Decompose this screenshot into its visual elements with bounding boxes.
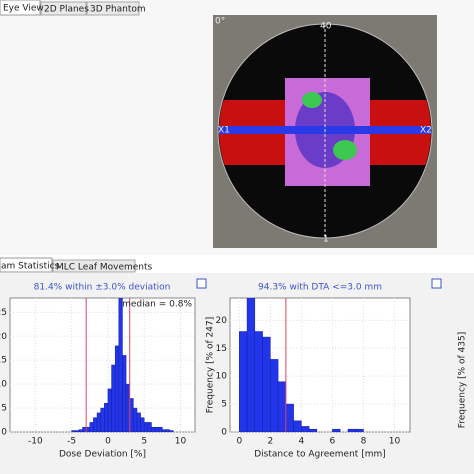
tab-label: MLC Leaf Movements (56, 263, 153, 273)
tab-label: 3D Phantom (90, 5, 146, 15)
bar (347, 428, 356, 432)
y-tick-label: 10 (0, 380, 7, 390)
y-tick-label: 15 (0, 356, 7, 366)
x-tick-label: 2 (267, 437, 273, 447)
bar (285, 403, 294, 432)
bar (293, 420, 302, 432)
bar (308, 428, 318, 432)
tab-label: 2D Planes (44, 5, 89, 15)
y-tick-label: 5 (221, 400, 227, 410)
bar (107, 388, 112, 432)
view-label: 1 (323, 235, 329, 245)
view-label: X1 (218, 126, 230, 136)
bar (165, 429, 170, 432)
bar (133, 407, 138, 432)
x-tick-label: 5 (141, 437, 147, 447)
y-tick-label: 20 (0, 332, 7, 342)
bar (78, 429, 83, 432)
bar (162, 429, 167, 432)
dose-region (333, 140, 357, 160)
bar (270, 359, 279, 432)
x-tick-label: -5 (67, 437, 76, 447)
tab-label: Eye View (3, 4, 44, 14)
bar (140, 417, 145, 432)
x-tick-label: 10 (389, 437, 401, 447)
expand-icon[interactable] (196, 278, 207, 289)
y-tick-label: 25 (0, 308, 7, 318)
bar (277, 381, 287, 432)
beam-eye-view: 0° 40 X1 X2 1 (213, 15, 437, 248)
tab-label: am Statistics (1, 262, 60, 272)
bar (154, 426, 159, 432)
chart-title: 81.4% within ±3.0% deviation (34, 283, 171, 293)
view-label: 0° (215, 17, 225, 27)
bar (75, 430, 80, 432)
bar (100, 407, 105, 432)
x-tick-label: 8 (361, 437, 367, 447)
tab[interactable] (86, 1, 140, 16)
y-tick-label: 20 (216, 316, 228, 326)
expand-icon[interactable] (431, 278, 442, 289)
view-label: X2 (420, 126, 432, 136)
x-tick-label: 10 (175, 437, 187, 447)
x-axis-label: Distance to Agreement [mm] (254, 450, 386, 460)
bar (239, 331, 248, 432)
bar (158, 426, 163, 432)
bar (254, 331, 263, 432)
bar (169, 430, 174, 432)
bar (143, 422, 149, 432)
view-label: 40 (320, 22, 332, 32)
y-tick-label: 10 (216, 372, 228, 382)
bar (85, 426, 91, 432)
x-tick-label: 0 (236, 437, 242, 447)
y-tick-label: 0 (221, 428, 227, 438)
bar (104, 403, 109, 432)
y-tick-label: 15 (216, 344, 227, 354)
bar (93, 417, 98, 432)
y-axis-label: Frequency [% of 435] (458, 332, 468, 429)
x-tick-label: -10 (28, 437, 43, 447)
lower-tab-bar: am Statistics MLC Leaf Movements (0, 257, 153, 273)
bar (89, 422, 94, 432)
bar (301, 426, 310, 432)
x-tick-label: 0 (105, 437, 111, 447)
bar (118, 298, 123, 432)
tab[interactable] (0, 257, 53, 273)
bar (355, 428, 364, 432)
tab[interactable] (40, 1, 87, 16)
x-tick-label: 6 (330, 437, 336, 447)
dose-region (302, 92, 322, 108)
x-axis-label: Dose Deviation [%] (59, 450, 146, 460)
tab[interactable] (0, 0, 41, 16)
x-tick-label: 4 (299, 437, 305, 447)
chart-title: 94.3% with DTA <=3.0 mm (258, 283, 382, 293)
bar (82, 426, 87, 432)
tab[interactable] (52, 259, 136, 273)
bar (246, 298, 256, 432)
y-axis-label: Frequency [% of 247] (206, 317, 216, 414)
bar (262, 336, 271, 432)
bar (129, 398, 134, 432)
bar (147, 422, 152, 432)
tab-bar: Eye View 2D Planes 3D Phantom (0, 0, 146, 16)
bar (114, 345, 120, 432)
y-tick-label: 0 (1, 428, 7, 438)
bar (96, 412, 101, 432)
bar (111, 364, 116, 432)
bar (125, 383, 130, 432)
y-tick-label: 5 (1, 404, 7, 414)
bar (136, 412, 141, 432)
bar (332, 428, 341, 432)
bar (71, 430, 76, 432)
bar (122, 355, 127, 432)
annotation: median = 0.8% (122, 300, 192, 310)
bar (151, 426, 156, 432)
